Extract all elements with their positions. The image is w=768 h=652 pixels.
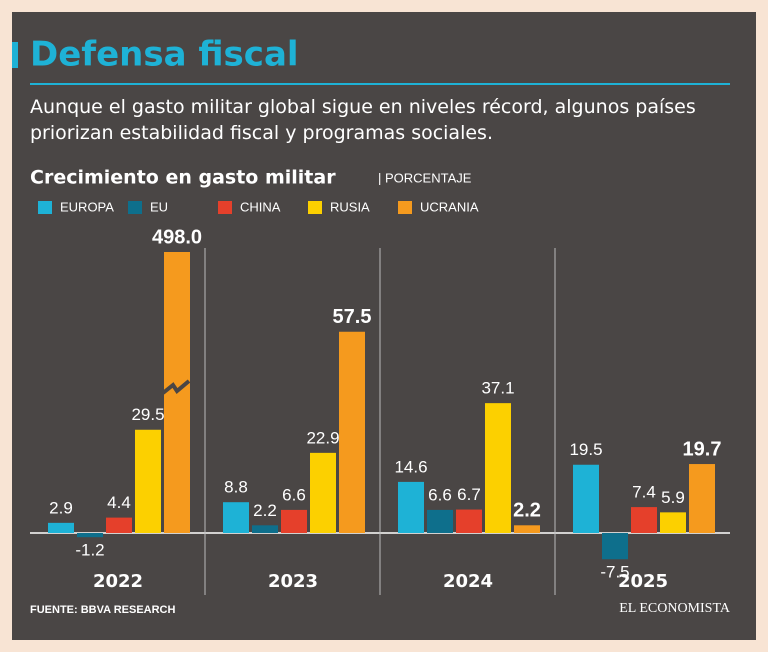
x-tick-label: 2023 <box>268 571 318 592</box>
bar <box>485 403 511 533</box>
bar <box>281 509 307 533</box>
data-label: 14.6 <box>394 457 427 476</box>
bar <box>339 331 365 533</box>
data-label: 2.2 <box>513 500 541 522</box>
source: FUENTE: BBVA RESEARCH <box>30 604 176 616</box>
data-label: 22.9 <box>306 428 339 447</box>
legend-swatch <box>128 201 142 214</box>
legend-label: EU <box>150 199 168 214</box>
bar <box>514 525 540 533</box>
bar <box>631 507 657 533</box>
chart-subtitle: Crecimiento en gasto militar <box>30 167 336 189</box>
legend-label: UCRANIA <box>420 199 479 214</box>
bar <box>660 512 686 533</box>
data-label: 4.4 <box>107 493 131 512</box>
legend-label: EUROPA <box>60 199 114 214</box>
bar <box>223 502 249 533</box>
data-label: 37.1 <box>481 379 514 398</box>
data-label: 6.6 <box>282 485 306 504</box>
bar <box>456 509 482 533</box>
bar <box>310 452 336 533</box>
bar <box>427 509 453 533</box>
x-tick-label: 2025 <box>618 571 668 592</box>
bar <box>602 533 628 560</box>
data-label: 6.7 <box>457 485 481 504</box>
data-label: 6.6 <box>428 485 452 504</box>
x-tick-label: 2024 <box>443 571 493 592</box>
subtitle-box: Aunque el gasto militar global sigue en … <box>30 96 696 144</box>
brand: EL ECONOMISTA <box>619 601 731 616</box>
legend-label: RUSIA <box>330 199 370 214</box>
subtitle: Aunque el gasto militar global sigue en … <box>30 96 696 144</box>
data-label: 19.7 <box>683 438 722 460</box>
data-label: 2.9 <box>49 498 73 517</box>
bar <box>135 429 161 533</box>
data-label: 2.2 <box>253 501 277 520</box>
bar <box>689 464 715 533</box>
legend-swatch <box>38 201 52 214</box>
data-label: 7.4 <box>632 483 656 502</box>
bar <box>106 517 132 533</box>
data-label: 57.5 <box>333 306 372 328</box>
legend-swatch <box>398 201 412 214</box>
bar <box>398 481 424 533</box>
legend-swatch <box>218 201 232 214</box>
bar <box>573 464 599 533</box>
data-label: 19.5 <box>569 440 602 459</box>
data-label: 498.0 <box>152 226 202 248</box>
chart-title: Defensa fiscal <box>30 35 299 75</box>
data-label: 8.8 <box>224 478 248 497</box>
data-label: 29.5 <box>131 405 164 424</box>
axis-break <box>161 379 191 395</box>
unit-label: | PORCENTAJE <box>378 170 472 185</box>
bar <box>252 525 278 533</box>
data-label: -1.2 <box>75 541 104 560</box>
panel <box>12 12 756 640</box>
title-accent <box>12 42 18 68</box>
legend-swatch <box>308 201 322 214</box>
x-tick-label: 2022 <box>93 571 143 592</box>
data-label: 5.9 <box>661 488 685 507</box>
legend-label: CHINA <box>240 199 281 214</box>
bar <box>77 533 103 538</box>
data-label: -7.5 <box>600 563 629 582</box>
bar <box>48 522 74 533</box>
